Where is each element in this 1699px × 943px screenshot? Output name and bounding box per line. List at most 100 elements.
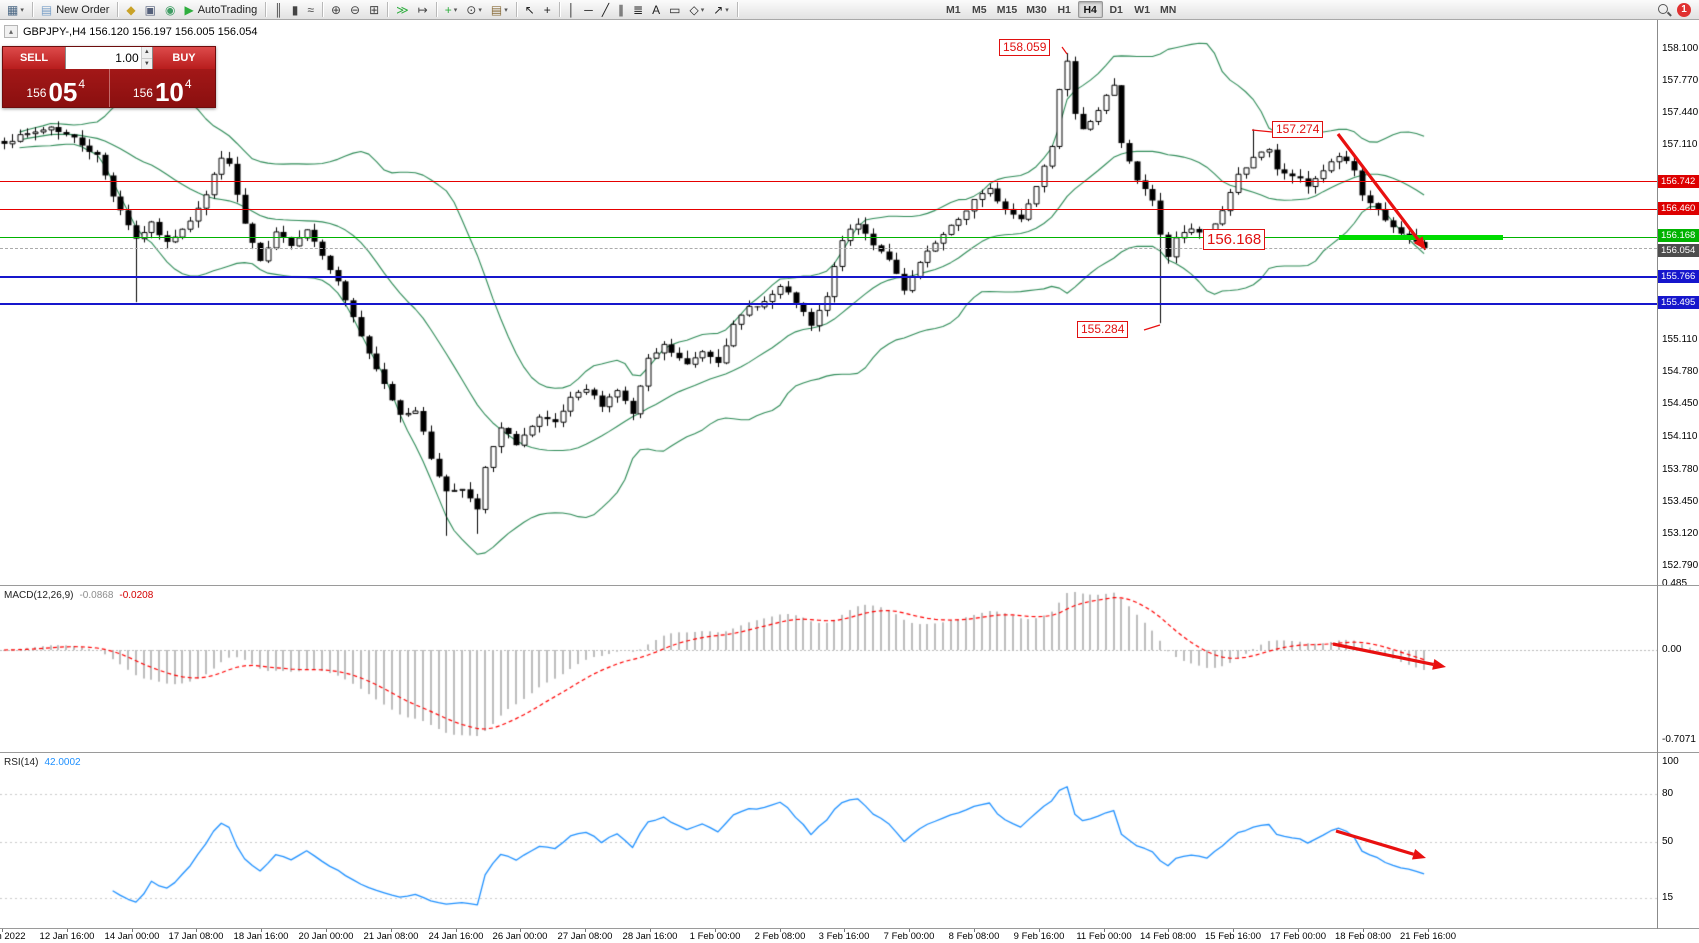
time-axis-tick	[1233, 928, 1234, 932]
crosshair-icon[interactable]: +	[543, 2, 551, 17]
market-watch-icon[interactable]: ▣	[144, 2, 156, 17]
horizontal-line-156_46[interactable]	[0, 209, 1657, 210]
chart-shift-icon[interactable]: ↦	[417, 2, 428, 17]
time-axis-label: 4 Jan 2022	[0, 931, 26, 942]
time-axis-label: 14 Jan 00:00	[104, 931, 160, 942]
time-axis[interactable]: 4 Jan 2022 12 Jan 16:00 14 Jan 00:00 17 Jan…	[0, 928, 1657, 943]
time-axis-label: 27 Jan 08:00	[557, 931, 613, 942]
volume-stepper: ▲ ▼	[140, 47, 152, 69]
sell-price[interactable]: 156 05 4	[3, 69, 109, 107]
time-axis-label: 15 Feb 16:00	[1205, 931, 1261, 942]
timeframe-m30-button[interactable]: M30	[1026, 3, 1047, 16]
macd-panel-plot-area[interactable]	[0, 586, 1657, 752]
search-icon[interactable]	[1657, 3, 1670, 16]
price-annotation-156_168[interactable]: 156.168	[1203, 229, 1266, 250]
vertical-line-icon[interactable]: │	[567, 2, 576, 17]
time-axis-label: 9 Feb 16:00	[1013, 931, 1065, 942]
timeframe-w1-button[interactable]: W1	[1134, 3, 1151, 16]
horizontal-line-156_168[interactable]	[0, 237, 1657, 238]
price-annotation-157_274[interactable]: 157.274	[1272, 121, 1324, 138]
main-macd-divider[interactable]	[0, 585, 1699, 586]
sell-button[interactable]: SELL	[3, 47, 65, 69]
notification-badge[interactable]: 1	[1677, 2, 1691, 17]
time-axis-tick	[326, 928, 327, 932]
cursor-icon[interactable]: ↖	[524, 2, 535, 17]
price-tag-155_766: 155.766	[1658, 270, 1699, 283]
price-axis-tick: 153.450	[1662, 496, 1699, 507]
buy-price[interactable]: 156 10 4	[110, 69, 216, 107]
shapes-icon[interactable]: ◇ ▾	[689, 2, 705, 17]
symbol-ohlc-label: GBPJPY-,H4 156.120 156.197 156.005 156.0…	[23, 25, 258, 38]
price-annotation-158_059[interactable]: 158.059	[999, 39, 1051, 56]
sell-price-pipette: 4	[78, 77, 86, 91]
time-axis-label: 11 Feb 00:00	[1076, 931, 1132, 942]
volume-input[interactable]	[66, 47, 141, 69]
timeframe-m5-button[interactable]: M5	[972, 3, 987, 16]
indicators-icon[interactable]: + ▾	[444, 2, 458, 17]
horizontal-line-156_742[interactable]	[0, 181, 1657, 182]
templates-icon[interactable]: ▤ ▾	[490, 2, 508, 17]
data-window-icon[interactable]: ◉	[164, 2, 176, 17]
horizontal-line-icon[interactable]: ─	[584, 2, 593, 17]
price-tag-156_460: 156.460	[1658, 202, 1699, 215]
line-chart-icon[interactable]: ≈	[307, 2, 314, 17]
zoom-in-icon[interactable]: ⊕	[330, 2, 341, 17]
price-chart-plot-area[interactable]	[0, 20, 1657, 585]
auto-scroll-icon[interactable]: ≫	[396, 2, 409, 17]
macd-indicator-label: MACD(12,26,9) -0.0868 -0.0208	[4, 590, 153, 601]
support-trendline-segment[interactable]	[1339, 235, 1503, 240]
time-axis-label: 14 Feb 08:00	[1140, 931, 1196, 942]
timeframe-m15-button[interactable]: M15	[996, 3, 1018, 16]
arrows-icon[interactable]: ↗ ▾	[713, 2, 729, 17]
new-chart-icon[interactable]: ▦ ▾	[7, 2, 24, 17]
timeframe-toolbar: M1 M5 M15 M30 H1 H4 D1 W1 MN	[941, 1, 1181, 18]
time-axis-label: 26 Jan 00:00	[492, 931, 548, 942]
time-axis-tick	[650, 928, 651, 932]
zoom-out-icon[interactable]: ⊖	[350, 2, 361, 17]
timeframe-d1-button[interactable]: D1	[1109, 3, 1123, 16]
expert-advisors-icon[interactable]: ◆	[126, 2, 136, 17]
time-axis-tick	[2, 928, 3, 932]
candlestick-chart-icon[interactable]: ▮	[291, 2, 299, 17]
macd-rsi-divider[interactable]	[0, 752, 1699, 753]
buy-price-pips: 10	[154, 77, 184, 107]
one-click-divider	[108, 69, 110, 107]
time-axis-tick	[1039, 928, 1040, 932]
timeframe-mn-button[interactable]: MN	[1160, 3, 1177, 16]
price-axis-tick: 157.440	[1662, 107, 1699, 118]
time-axis-tick	[261, 928, 262, 932]
timeframe-h4-button[interactable]: H4	[1077, 1, 1103, 18]
new-order-button[interactable]: ▤ New Order	[40, 2, 110, 17]
buy-button[interactable]: BUY	[153, 47, 215, 69]
one-click-collapse-button[interactable]: ▴	[4, 25, 18, 38]
text-icon[interactable]: A	[652, 2, 661, 17]
timeframe-h1-button[interactable]: H1	[1057, 3, 1071, 16]
rsi-panel-plot-area[interactable]	[0, 753, 1657, 928]
time-axis-tick	[1168, 928, 1169, 932]
time-axis-tick	[1363, 928, 1364, 932]
price-annotation-155_284[interactable]: 155.284	[1077, 321, 1129, 338]
tile-windows-icon[interactable]: ⊞	[369, 2, 380, 17]
toolbar-separator	[515, 2, 517, 17]
price-axis-tick: 152.790	[1662, 560, 1699, 571]
time-axis-label: 3 Feb 16:00	[818, 931, 870, 942]
horizontal-line-155_766[interactable]	[0, 276, 1657, 278]
time-axis-tick	[456, 928, 457, 932]
equidistant-channel-icon[interactable]: ∥	[618, 2, 625, 17]
volume-decrease-button[interactable]: ▼	[141, 57, 152, 69]
time-axis-tick	[67, 928, 68, 932]
periods-icon[interactable]: ⊙ ▾	[466, 2, 482, 17]
rsi-timeaxis-divider	[0, 928, 1699, 929]
autotrading-button[interactable]: ▶ AutoTrading	[184, 2, 258, 17]
volume-increase-button[interactable]: ▲	[141, 47, 152, 58]
horizontal-line-155_495[interactable]	[0, 303, 1657, 305]
fibonacci-icon[interactable]: ≣	[633, 2, 644, 17]
text-label-icon[interactable]: ▭	[669, 2, 681, 17]
price-axis-tick: 153.120	[1662, 528, 1699, 539]
trendline-icon[interactable]: ╱	[601, 2, 610, 17]
rsi-axis-label: 15	[1662, 892, 1674, 903]
time-axis-label: 21 Feb 16:00	[1400, 931, 1456, 942]
bar-chart-icon[interactable]: ║	[274, 2, 283, 17]
macd-axis-label: -0.7071	[1662, 734, 1696, 745]
timeframe-m1-button[interactable]: M1	[946, 3, 961, 16]
